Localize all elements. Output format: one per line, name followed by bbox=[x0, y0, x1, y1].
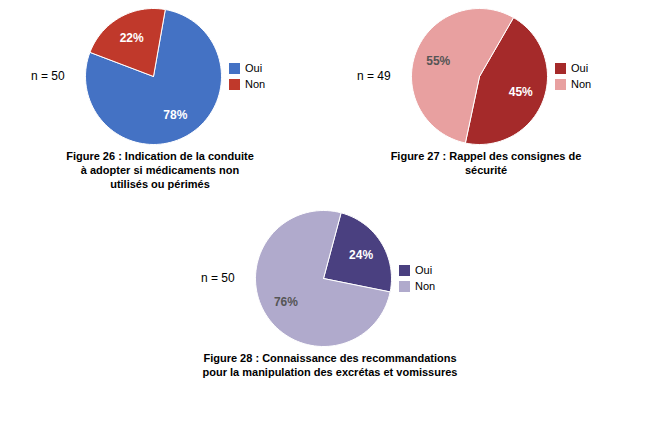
html-text:n = 50: n = 50 bbox=[31, 69, 65, 83]
svg-text:78%: 78% bbox=[163, 108, 187, 122]
svg-text:55%: 55% bbox=[426, 54, 450, 68]
html-text:n = 50: n = 50 bbox=[201, 271, 235, 285]
svg-text:76%: 76% bbox=[274, 295, 298, 309]
svg-text:24%: 24% bbox=[349, 248, 373, 262]
html-text:Figure 27 : Rappel des consign: Figure 27 : Rappel des consignes de sécu… bbox=[390, 150, 582, 176]
html-text:Figure 26 : Indication de la c: Figure 26 : Indication de la conduite à … bbox=[66, 150, 254, 190]
html-text:Oui: Oui bbox=[415, 264, 433, 276]
svg-text:22%: 22% bbox=[120, 31, 144, 45]
html-text:Oui: Oui bbox=[245, 62, 263, 74]
html-text:Non: Non bbox=[571, 78, 592, 90]
svg-text:45%: 45% bbox=[509, 85, 533, 99]
html-text:n = 49: n = 49 bbox=[357, 69, 391, 83]
html-text:Figure 28 : Connaissance des r: Figure 28 : Connaissance des recommandat… bbox=[202, 352, 458, 378]
html-text:Non: Non bbox=[415, 280, 436, 292]
html-text:Oui: Oui bbox=[571, 62, 589, 74]
html-text:Non: Non bbox=[245, 78, 266, 90]
